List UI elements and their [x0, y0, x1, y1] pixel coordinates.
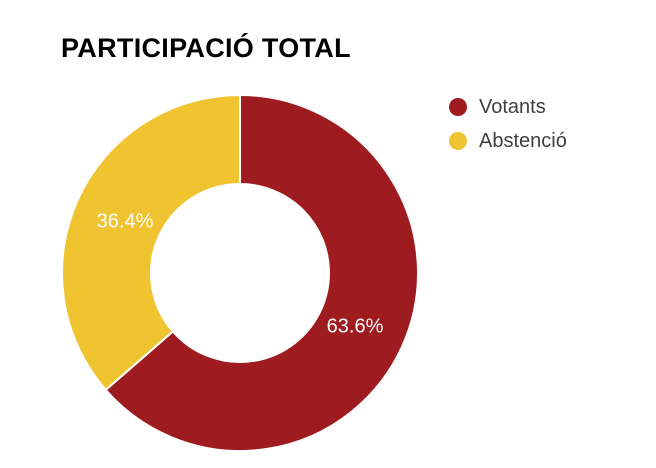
legend-marker-abstencio [449, 132, 467, 150]
legend: Votants Abstenció [449, 90, 567, 158]
legend-label-votants: Votants [479, 95, 546, 118]
slice-votants[interactable] [104, 93, 419, 452]
slice-label-abstencio: 36.4% [97, 211, 154, 233]
legend-label-abstencio: Abstenció [479, 129, 567, 152]
slice-abstencio[interactable] [61, 93, 241, 392]
legend-marker-votants [449, 98, 467, 116]
legend-item-abstencio[interactable]: Abstenció [449, 124, 567, 158]
slice-label-votants: 63.6% [327, 315, 384, 337]
chart-title: PARTICIPACIÓ TOTAL [61, 33, 351, 63]
legend-item-votants[interactable]: Votants [449, 90, 567, 124]
donut-slices [61, 93, 419, 452]
